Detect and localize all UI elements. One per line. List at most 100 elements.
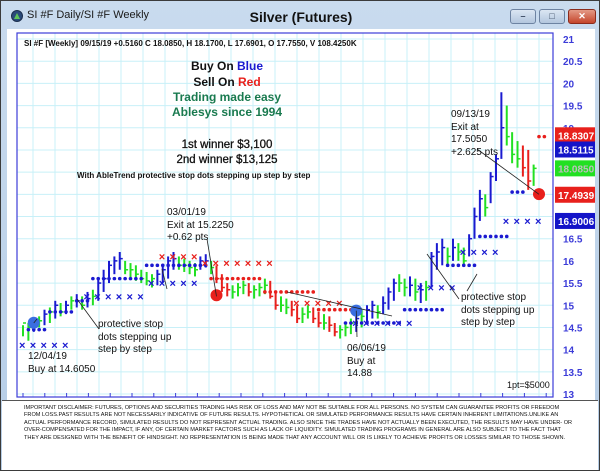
- stop-dot: [112, 276, 117, 281]
- stop-annotation-1: protective stop dots stepping up step by…: [98, 319, 172, 355]
- stop-dot: [386, 321, 391, 325]
- stop-x-marker: ×: [471, 247, 477, 259]
- stop-x-marker: ×: [374, 318, 380, 330]
- arrow-line: [476, 148, 540, 195]
- stop-dot: [413, 307, 418, 312]
- stop-dot: [456, 263, 461, 268]
- stop-x-marker: ×: [116, 291, 122, 303]
- tagline-2: Ablesys since 1994: [171, 105, 283, 119]
- stop-x-marker: ×: [325, 298, 331, 310]
- stop-dot: [187, 263, 192, 268]
- stop-x-marker: ×: [266, 258, 272, 270]
- stop-x-marker: ×: [202, 258, 208, 270]
- stop-x-marker: ×: [481, 247, 487, 259]
- stop-dot: [311, 290, 316, 294]
- y-tick-label: 19.5: [563, 102, 583, 113]
- arrow-line: [206, 238, 217, 297]
- y-tick-label: 14.5: [563, 323, 583, 334]
- annotation-arrows: [33, 148, 540, 338]
- buy-annotation-1: 12/04/19 Buy at 14.6050: [28, 351, 96, 375]
- stop-dot: [177, 263, 181, 268]
- stop-dot: [537, 134, 541, 139]
- close-button[interactable]: ✕: [568, 9, 596, 24]
- title-bar[interactable]: SI #F Daily/SI #F Weekly Silver (Futures…: [1, 1, 599, 29]
- stop-dot: [327, 307, 332, 312]
- stop-dot: [349, 321, 353, 325]
- price-tag: [555, 127, 595, 144]
- stop-dot: [101, 276, 106, 281]
- stop-dot: [155, 263, 160, 268]
- stop-dot: [80, 299, 84, 303]
- maximize-button[interactable]: □: [539, 9, 565, 24]
- stop-dot: [472, 263, 477, 268]
- stop-dot: [435, 307, 439, 312]
- stop-dot: [499, 234, 504, 239]
- stop-x-marker: ×: [127, 291, 133, 303]
- stop-x-marker: ×: [293, 298, 299, 310]
- stop-dot: [252, 276, 256, 281]
- stop-x-marker: ×: [460, 247, 466, 259]
- stop-x-marker: ×: [170, 251, 176, 263]
- minimize-button[interactable]: –: [510, 9, 536, 24]
- stop-dot: [418, 307, 423, 312]
- stop-x-marker: ×: [406, 318, 412, 330]
- y-tick-label: 16.5: [563, 235, 583, 246]
- stop-dot: [58, 310, 63, 314]
- stop-dot: [26, 327, 31, 332]
- exit-annotation-1: 03/01/19 Exit at 15.2250 +0.62 pts: [167, 207, 234, 243]
- stop-x-marker: ×: [524, 216, 530, 228]
- stop-dot: [31, 327, 36, 332]
- stop-dot: [338, 307, 342, 312]
- close-icon: ✕: [578, 11, 586, 21]
- stop-dot: [402, 307, 407, 312]
- stop-dot: [203, 263, 208, 268]
- stop-dot: [316, 307, 321, 312]
- stop-x-marker: ×: [180, 251, 186, 263]
- price-tag-label: 18.8307: [558, 131, 595, 142]
- chart-panel[interactable]: 1313.51414.51515.51616.51717.51818.51919…: [7, 29, 595, 400]
- stop-dot: [193, 263, 197, 268]
- stop-dot: [198, 263, 203, 268]
- stop-dot: [483, 234, 488, 239]
- price-tag: [555, 186, 595, 203]
- stop-dot: [322, 307, 326, 312]
- exit-annotation-2: 09/13/19 Exit at 17.5050 +2.625 pts: [451, 109, 498, 158]
- stop-dot: [69, 310, 74, 314]
- disclaimer-text: Important disclaimer: Futures, options a…: [2, 400, 598, 470]
- winner-2: 2nd winner $13,125: [176, 154, 278, 166]
- stop-x-marker: ×: [159, 251, 165, 263]
- stop-x-marker: ×: [105, 291, 111, 303]
- stop-dot: [263, 290, 267, 294]
- stop-x-marker: ×: [535, 216, 541, 228]
- price-tag: [555, 160, 595, 177]
- stop-x-marker: ×: [514, 216, 520, 228]
- stop-x-marker: ×: [417, 283, 423, 295]
- minimize-icon: –: [520, 11, 526, 21]
- stop-x-marker: ×: [191, 251, 197, 263]
- stop-x-marker: ×: [438, 283, 444, 295]
- arrow-line: [286, 291, 393, 317]
- price-tag-label: 18.5115: [558, 145, 594, 156]
- stop-annotation-2: protective stop dots stepping up step by…: [461, 292, 535, 328]
- x-axis: 12/10/1801/04/1901/29/1902/22/1903/18/19…: [22, 393, 547, 397]
- stop-dot: [134, 276, 138, 281]
- stop-dot: [359, 321, 364, 325]
- stop-dot: [166, 263, 170, 268]
- stop-x-marker: ×: [51, 340, 57, 352]
- stop-dot: [488, 234, 493, 239]
- stop-dot: [478, 234, 482, 239]
- stop-dot: [300, 290, 305, 294]
- y-tick-label: 13.5: [563, 368, 583, 379]
- stop-dot: [408, 307, 412, 312]
- y-tick-label: 13: [563, 390, 575, 400]
- stop-x-marker: ×: [148, 278, 154, 290]
- blue-word: Blue: [237, 59, 264, 73]
- y-tick-label: 15: [563, 301, 575, 312]
- stop-dot: [230, 276, 235, 281]
- buy-annotation-2: 06/06/19 Buy at 14.88: [347, 343, 386, 379]
- stop-dot: [445, 263, 450, 268]
- stop-x-marker: ×: [385, 318, 391, 330]
- price-chart[interactable]: 1313.51414.51515.51616.51717.51818.51919…: [7, 29, 595, 400]
- price-tag-label: 17.4939: [558, 191, 595, 202]
- winner-1: 1st winner $3,100: [181, 139, 273, 151]
